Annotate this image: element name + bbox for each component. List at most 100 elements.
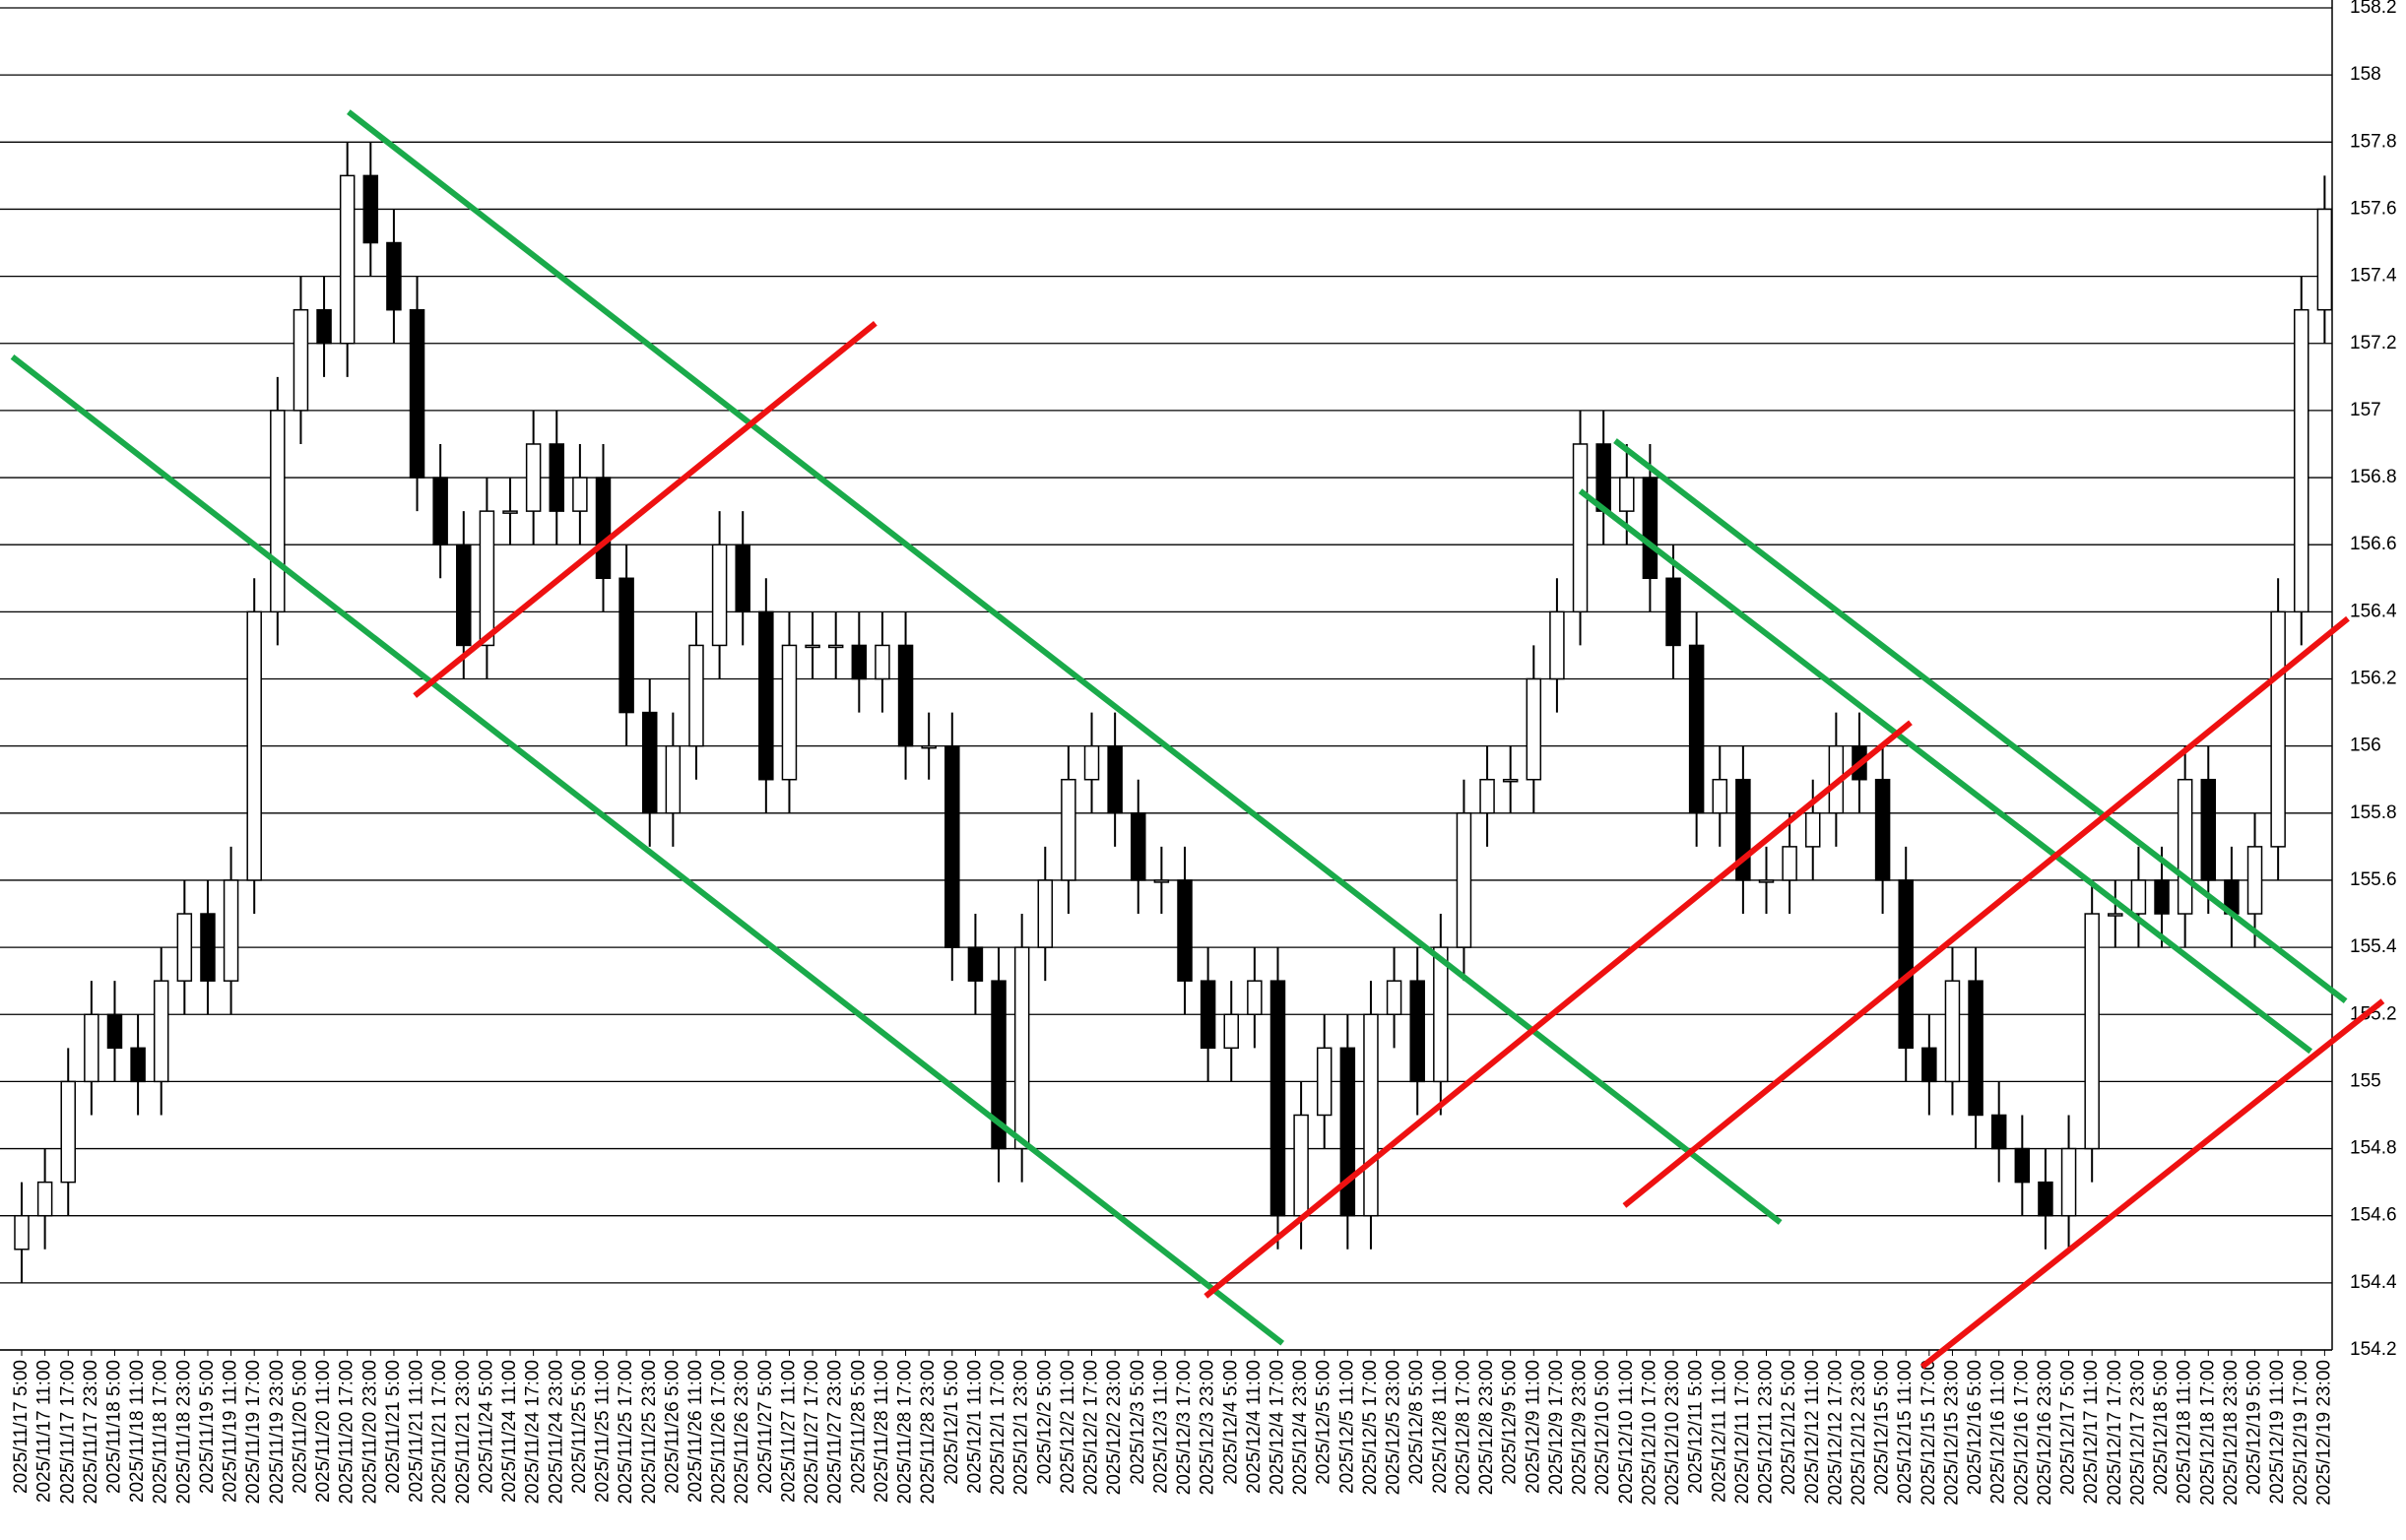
candle-body <box>2270 610 2286 848</box>
candle-body <box>1339 1047 1356 1217</box>
candle-body <box>1269 980 1286 1217</box>
y-tick-label: 156.2 <box>2350 669 2397 689</box>
x-tick-label: 2025/11/26 17:00 <box>709 1360 730 1505</box>
x-tick-label: 2025/12/12 17:00 <box>1825 1360 1846 1506</box>
x-tick-label: 2025/11/27 17:00 <box>802 1360 822 1505</box>
x-tick-label: 2025/11/17 11:00 <box>34 1360 55 1503</box>
x-tick-label: 2025/12/18 5:00 <box>2151 1360 2172 1495</box>
x-tick-label: 2025/12/12 11:00 <box>1802 1360 1823 1505</box>
x-tick-label: 2025/12/11 5:00 <box>1686 1360 1707 1494</box>
candle-body <box>200 913 216 982</box>
x-tick-label: 2025/12/1 5:00 <box>942 1360 962 1485</box>
candle-body <box>1549 610 1565 680</box>
trend-line <box>413 320 878 698</box>
x-tick-label: 2025/11/18 17:00 <box>151 1360 171 1505</box>
x-tick-label: 2025/11/20 11:00 <box>313 1360 334 1503</box>
candle-body <box>479 510 495 647</box>
candle-body <box>1990 1114 2007 1150</box>
candle-body <box>130 1047 146 1083</box>
x-tick-label: 2025/11/17 5:00 <box>11 1360 32 1494</box>
candle-body <box>1898 879 1914 1050</box>
y-tick-label: 154.8 <box>2350 1138 2397 1159</box>
trend-line <box>1919 998 2385 1370</box>
candle-body <box>688 644 704 747</box>
candle-body <box>1921 1047 1937 1083</box>
x-tick-label: 2025/12/5 17:00 <box>1360 1360 1381 1495</box>
x-tick-label: 2025/11/18 5:00 <box>103 1360 124 1494</box>
y-tick-label: 155.8 <box>2350 802 2397 823</box>
x-tick-label: 2025/11/19 11:00 <box>221 1360 241 1503</box>
x-tick-label: 2025/12/4 23:00 <box>1290 1360 1311 1495</box>
candle-body <box>1316 1047 1333 1117</box>
x-tick-label: 2025/11/28 11:00 <box>872 1360 892 1503</box>
candle-body <box>921 744 937 749</box>
candle-body <box>618 577 634 714</box>
x-tick-label: 2025/12/2 11:00 <box>1058 1360 1078 1494</box>
candle-body <box>293 308 309 412</box>
trend-line <box>347 109 1783 1225</box>
x-tick-label: 2025/11/18 23:00 <box>173 1360 194 1505</box>
candle-body <box>1619 477 1635 512</box>
x-tick-label: 2025/11/18 11:00 <box>127 1360 148 1503</box>
candle-body <box>84 1013 99 1083</box>
x-tick-label: 2025/11/26 23:00 <box>732 1360 752 1505</box>
x-tick-label: 2025/12/4 5:00 <box>1220 1360 1241 1485</box>
x-tick-label: 2025/11/27 5:00 <box>755 1360 776 1494</box>
x-tick-label: 2025/11/20 23:00 <box>359 1360 380 1505</box>
candle-body <box>1804 812 1821 848</box>
x-tick-label: 2025/12/9 17:00 <box>1546 1360 1567 1495</box>
x-tick-label: 2025/12/5 11:00 <box>1336 1360 1357 1494</box>
x-tick-label: 2025/12/19 23:00 <box>2313 1360 2334 1506</box>
x-tick-label: 2025/11/21 5:00 <box>383 1360 404 1494</box>
x-tick-label: 2025/11/19 5:00 <box>197 1360 218 1494</box>
y-tick-label: 155 <box>2350 1070 2381 1091</box>
x-tick-label: 2025/12/10 17:00 <box>1639 1360 1659 1506</box>
candle-body <box>1526 677 1542 781</box>
y-tick-label: 156.4 <box>2350 601 2397 621</box>
candle-body <box>2014 1147 2031 1184</box>
x-tick-label: 2025/11/24 5:00 <box>476 1360 496 1494</box>
x-tick-label: 2025/11/20 5:00 <box>290 1360 310 1494</box>
y-tick-label: 154.6 <box>2350 1205 2397 1226</box>
x-tick-label: 2025/12/8 5:00 <box>1406 1360 1427 1485</box>
candle-body <box>1782 846 1797 881</box>
candle-body <box>2316 208 2333 311</box>
candle-body <box>2200 778 2217 881</box>
x-tick-label: 2025/12/16 5:00 <box>1965 1360 1985 1495</box>
x-tick-label: 2025/11/27 23:00 <box>825 1360 846 1505</box>
x-tick-label: 2025/12/12 5:00 <box>1779 1360 1799 1495</box>
x-tick-label: 2025/12/3 23:00 <box>1198 1360 1218 1495</box>
candle-body <box>316 308 332 345</box>
candle-body <box>1479 778 1495 814</box>
x-tick-label: 2025/12/18 23:00 <box>2221 1360 2242 1506</box>
candle-body <box>711 544 728 647</box>
x-tick-label: 2025/12/9 5:00 <box>1500 1360 1521 1485</box>
x-tick-label: 2025/11/17 23:00 <box>81 1360 101 1505</box>
candle-body <box>1456 812 1472 948</box>
x-tick-label: 2025/12/11 23:00 <box>1756 1360 1777 1505</box>
x-tick-label: 2025/12/17 17:00 <box>2105 1360 2125 1506</box>
x-tick-label: 2025/11/26 11:00 <box>685 1360 706 1503</box>
y-tick-label: 156 <box>2350 736 2381 756</box>
candle-body <box>665 744 682 814</box>
x-tick-label: 2025/12/5 5:00 <box>1314 1360 1334 1485</box>
x-tick-label: 2025/12/16 17:00 <box>2011 1360 2032 1506</box>
candle-body <box>991 980 1007 1150</box>
candle-body <box>2084 913 2100 1150</box>
y-tick-label: 154.4 <box>2350 1272 2397 1293</box>
y-tick-label: 157 <box>2350 400 2381 420</box>
candle-body <box>1433 946 1449 1083</box>
candle-body <box>2177 778 2193 915</box>
candle-body <box>595 477 612 580</box>
x-tick-label: 2025/12/17 5:00 <box>2058 1360 2079 1495</box>
candle-body <box>851 644 868 680</box>
x-tick-label: 2025/12/9 11:00 <box>1523 1360 1543 1494</box>
candle-body <box>1968 980 1983 1117</box>
candle-body <box>1688 644 1705 814</box>
x-tick-label: 2025/11/25 23:00 <box>639 1360 660 1505</box>
candle-body <box>1223 1013 1239 1050</box>
candle-body <box>2294 308 2309 613</box>
x-tick-label: 2025/11/26 5:00 <box>662 1360 683 1494</box>
candle-body <box>432 477 448 545</box>
x-tick-label: 2025/11/19 17:00 <box>243 1360 264 1505</box>
